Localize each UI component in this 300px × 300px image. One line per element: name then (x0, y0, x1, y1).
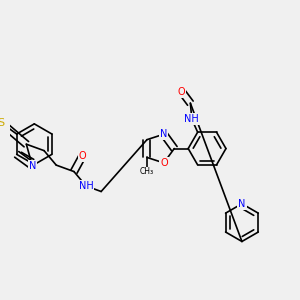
Text: NH: NH (184, 114, 199, 124)
Text: O: O (79, 151, 86, 160)
Text: CH₃: CH₃ (140, 167, 154, 176)
Text: O: O (178, 86, 185, 97)
Text: N: N (28, 161, 36, 171)
Text: S: S (0, 118, 4, 128)
Text: N: N (160, 129, 167, 139)
Text: O: O (160, 158, 168, 168)
Text: NH: NH (79, 181, 94, 191)
Text: N: N (238, 199, 246, 209)
